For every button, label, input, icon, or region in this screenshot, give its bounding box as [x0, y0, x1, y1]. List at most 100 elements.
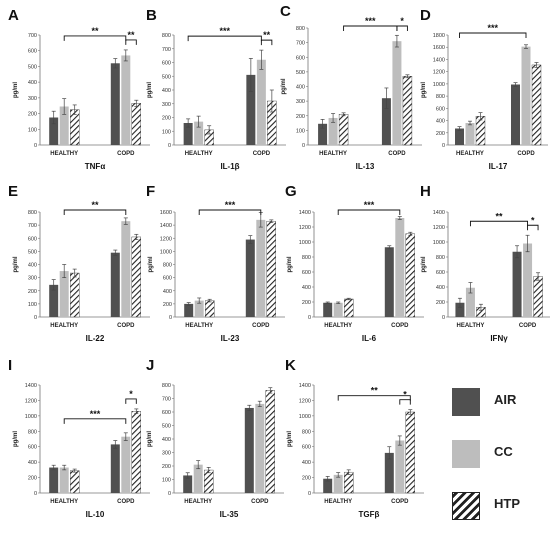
bar-f-air-copd — [245, 239, 255, 317]
significance-bracket-a — [125, 39, 137, 45]
significance-label-c: *** — [365, 16, 376, 26]
bar-j-cc-copd — [255, 403, 265, 493]
category-label-j: COPD — [251, 499, 269, 505]
y-tick-label-d: 600 — [436, 106, 445, 112]
category-label-b: HEALTHY — [185, 151, 213, 157]
y-axis-label-h: pg/ml — [421, 256, 427, 272]
category-label-b: COPD — [253, 151, 271, 157]
y-tick-label-j: 100 — [162, 478, 171, 484]
category-label-j: HEALTHY — [184, 499, 212, 505]
bar-c-air-copd — [381, 98, 391, 145]
chart-title-e: IL-22 — [86, 334, 105, 343]
category-label-e: HEALTHY — [50, 323, 78, 329]
significance-label-k: ** — [371, 386, 379, 396]
bar-e-htp-copd — [131, 236, 142, 318]
category-label-h: COPD — [519, 323, 537, 329]
y-tick-label-h: 0 — [442, 315, 445, 321]
category-label-c: HEALTHY — [319, 151, 347, 157]
y-axis-label-i: pg/ml — [13, 431, 19, 447]
bar-f-htp-copd — [266, 220, 276, 318]
bar-e-air-copd — [110, 252, 120, 317]
y-tick-label-b: 500 — [162, 74, 171, 80]
legend-swatch-cc — [452, 440, 480, 468]
legend-label-cc: CC — [494, 444, 513, 459]
chart-panel-c: C 0 100 200 300 400 500 600 700 800 pg/ml HEALTHY CO… — [280, 3, 422, 171]
y-tick-label-k: 0 — [308, 491, 311, 497]
bar-d-air-healthy — [455, 128, 464, 145]
chart-title-a: TNFα — [85, 162, 106, 171]
y-tick-label-g: 1000 — [299, 240, 311, 246]
y-axis-label-a: pg/ml — [13, 82, 19, 98]
significance-bracket-f — [198, 209, 262, 215]
significance-bracket-d — [459, 32, 527, 38]
chart-title-g: IL-6 — [362, 334, 377, 343]
y-tick-label-i: 1200 — [25, 398, 37, 404]
category-label-d: COPD — [517, 151, 535, 157]
chart-panel-e: E 0 100 200 300 400 500 600 700 800 pg/ml HEALTHY CO… — [8, 183, 150, 343]
legend: AIR CC HTP — [452, 388, 548, 528]
y-tick-label-h: 1200 — [433, 225, 445, 231]
y-tick-label-k: 1400 — [299, 383, 311, 389]
y-tick-label-c: 800 — [296, 26, 305, 32]
bar-k-htp-healthy — [344, 471, 354, 494]
panel-letter-j: J — [146, 357, 154, 374]
bar-j-htp-copd — [265, 390, 275, 494]
y-tick-label-b: 600 — [162, 61, 171, 67]
bar-k-htp-copd — [405, 411, 415, 494]
bar-i-htp-healthy — [69, 470, 80, 494]
y-tick-label-k: 400 — [302, 460, 311, 466]
bar-d-cc-copd — [521, 46, 531, 145]
bar-j-htp-healthy — [203, 469, 214, 494]
legend-swatch-air — [452, 388, 480, 416]
y-tick-label-e: 800 — [28, 210, 37, 216]
significance-label-a: ** — [91, 26, 99, 36]
chart-panel-a: A 0 100 200 300 400 500 600 700 pg/ml HEALTHY COPD *… — [8, 7, 150, 171]
bar-i-cc-healthy — [59, 467, 69, 493]
significance-label-b: ** — [263, 30, 271, 40]
bar-k-air-copd — [384, 452, 394, 493]
bar-k-cc-healthy — [333, 474, 343, 493]
bar-h-air-healthy — [455, 302, 465, 317]
significance-label-a: ** — [128, 30, 136, 40]
bar-f-htp-healthy — [204, 300, 215, 318]
y-tick-label-b: 300 — [162, 102, 171, 108]
panel-letter-d: D — [420, 7, 431, 24]
bar-g-air-copd — [384, 247, 394, 317]
y-tick-label-k: 600 — [302, 445, 311, 451]
y-tick-label-h: 1000 — [433, 240, 445, 246]
y-tick-label-f: 0 — [169, 315, 172, 321]
bar-f-cc-healthy — [194, 300, 204, 317]
chart-panel-k: K 0 200 400 600 800 1000 1200 1400 pg/ml HEALTHY CO… — [285, 357, 424, 519]
y-axis-label-k: pg/ml — [287, 431, 293, 447]
significance-bracket-b — [187, 35, 262, 42]
category-label-h: HEALTHY — [456, 323, 484, 329]
y-tick-label-g: 200 — [302, 300, 311, 306]
bar-b-cc-copd — [256, 59, 266, 145]
significance-bracket-i — [63, 418, 127, 424]
bar-b-cc-healthy — [194, 121, 204, 145]
bar-h-air-copd — [512, 251, 522, 317]
y-tick-label-f: 1600 — [160, 210, 172, 216]
bar-k-cc-copd — [395, 440, 405, 493]
y-tick-label-b: 800 — [162, 33, 171, 39]
chart-panel-j: J 0 100 200 300 400 500 600 700 800 pg/ml HEALTHY CO… — [146, 357, 284, 519]
bar-b-air-copd — [246, 74, 256, 145]
significance-label-i: *** — [90, 409, 101, 419]
y-axis-label-g: pg/ml — [287, 256, 293, 272]
panel-letter-e: E — [8, 183, 18, 200]
y-tick-label-e: 300 — [28, 276, 37, 282]
chart-title-c: IL-13 — [356, 162, 375, 171]
chart-title-f: IL-23 — [221, 334, 240, 343]
y-tick-label-a: 700 — [28, 33, 37, 39]
panel-letter-a: A — [8, 7, 19, 24]
y-tick-label-f: 1200 — [160, 236, 172, 242]
significance-bracket-k — [399, 399, 411, 405]
significance-bracket-c — [343, 25, 398, 31]
y-tick-label-e: 400 — [28, 263, 37, 269]
chart-title-j: IL-35 — [220, 510, 239, 519]
y-axis-label-c: pg/ml — [281, 78, 287, 94]
bar-c-cc-healthy — [328, 117, 338, 145]
legend-item-htp: HTP — [452, 492, 548, 522]
y-tick-label-g: 1400 — [299, 210, 311, 216]
